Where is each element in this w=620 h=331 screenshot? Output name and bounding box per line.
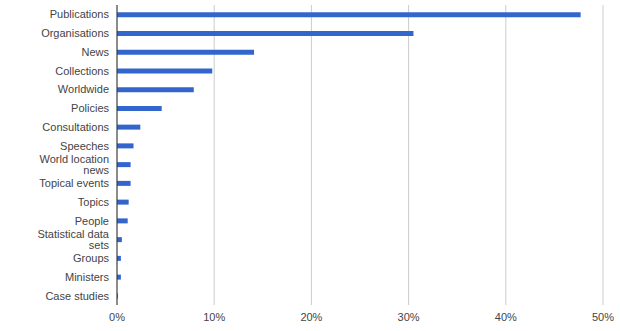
svg-text:30%: 30% <box>398 311 420 323</box>
svg-text:Ministers: Ministers <box>65 271 110 283</box>
svg-text:40%: 40% <box>495 311 517 323</box>
svg-text:Topics: Topics <box>78 196 110 208</box>
svg-text:Groups: Groups <box>73 252 110 264</box>
svg-text:Speeches: Speeches <box>60 140 109 152</box>
svg-text:10%: 10% <box>203 311 225 323</box>
svg-text:Policies: Policies <box>71 102 109 114</box>
svg-text:Collections: Collections <box>55 65 109 77</box>
svg-text:People: People <box>75 215 109 227</box>
svg-text:Publications: Publications <box>50 8 110 20</box>
svg-text:Organisations: Organisations <box>41 27 109 39</box>
svg-text:20%: 20% <box>300 311 322 323</box>
svg-text:Consultations: Consultations <box>42 121 109 133</box>
svg-text:Statistical datasets: Statistical datasets <box>37 228 109 251</box>
svg-text:50%: 50% <box>592 311 612 323</box>
svg-text:World locationnews: World locationnews <box>40 153 110 176</box>
svg-text:Case studies: Case studies <box>45 290 109 302</box>
svg-text:News: News <box>81 46 109 58</box>
svg-text:Worldwide: Worldwide <box>58 83 109 95</box>
svg-text:0%: 0% <box>109 311 125 323</box>
svg-text:Topical events: Topical events <box>39 177 109 189</box>
